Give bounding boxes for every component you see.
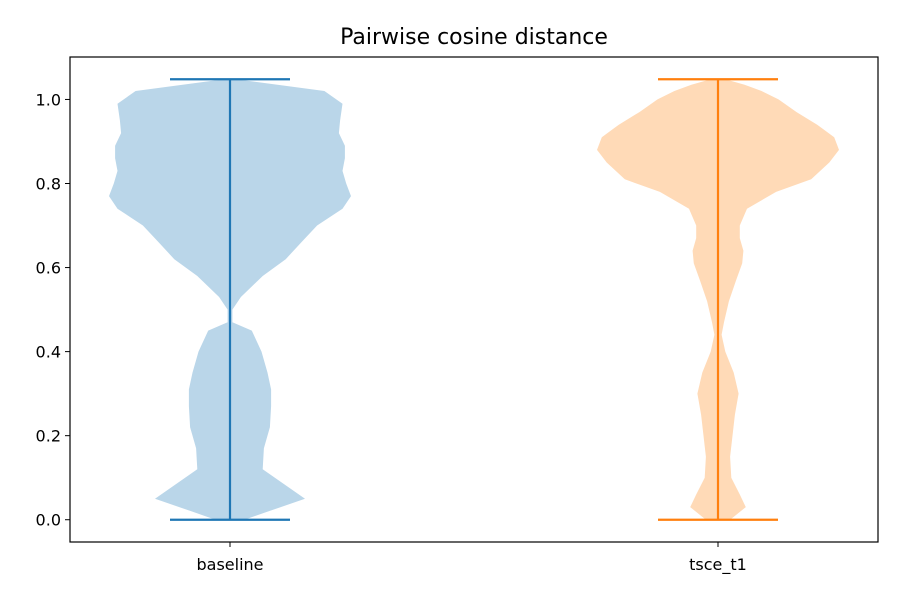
y-tick-label: 0.2 — [36, 427, 61, 446]
y-tick-label: 0.6 — [36, 259, 61, 278]
plot-area — [109, 78, 839, 521]
y-tick-label: 0.8 — [36, 175, 61, 194]
y-tick-label: 1.0 — [36, 90, 61, 109]
y-tick-label: 0.4 — [36, 343, 61, 362]
y-tick-label: 0.0 — [36, 511, 61, 530]
plot-frame — [69, 56, 879, 543]
x-tick-label: tsce_t1 — [689, 555, 747, 575]
x-tick-label: baseline — [196, 555, 263, 574]
axes: 0.0 0.2 0.4 0.6 0.8 1.0 baseline tsce_t1 — [36, 90, 747, 575]
chart-title: Pairwise cosine distance — [340, 25, 608, 50]
